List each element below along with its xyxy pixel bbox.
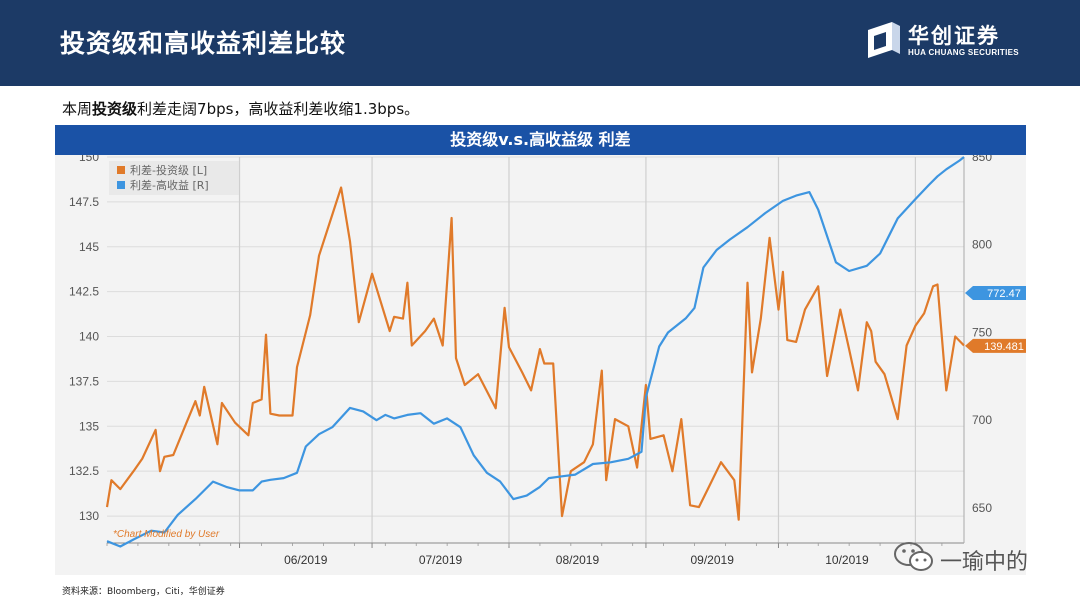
chart-title-banner: 投资级v.s.高收益级 利差 bbox=[55, 125, 1026, 155]
y-left-tick-label: 142.5 bbox=[69, 285, 99, 299]
y-right-tick-label: 700 bbox=[972, 413, 992, 427]
x-tick-label: 08/2019 bbox=[556, 553, 600, 567]
legend-label: 利差-投资级 [L] bbox=[130, 163, 207, 177]
spread-line-chart: 130 132.5 135 137.5 140 142.5 145 147.5 150 650 70… bbox=[69, 155, 1026, 567]
watermark-text: 一瑜中的 bbox=[940, 550, 1029, 575]
y-right-tick-label: 800 bbox=[972, 238, 992, 252]
company-logo: 华创证券 HUA CHUANG SECURITIES bbox=[866, 20, 1056, 64]
y-left-tick-label: 140 bbox=[79, 330, 99, 344]
y-left-tick-label: 145 bbox=[79, 240, 99, 254]
y-left-tick-label: 147.5 bbox=[69, 195, 99, 209]
x-tick-label: 09/2019 bbox=[691, 553, 735, 567]
legend-box bbox=[109, 161, 239, 195]
x-tick-label: 07/2019 bbox=[419, 553, 463, 567]
summary-bold: 投资级 bbox=[92, 100, 138, 118]
series-line-investment-grade bbox=[105, 186, 965, 521]
chart-title: 投资级v.s.高收益级 利差 bbox=[450, 130, 631, 149]
last-value-label: 139.481 bbox=[984, 341, 1024, 353]
summary-text: 本周投资级利差走阔7bps，高收益利差收缩1.3bps。 bbox=[62, 98, 419, 119]
wechat-icon bbox=[894, 542, 933, 571]
series-line-high-yield bbox=[106, 156, 965, 548]
y-right-tick-label: 650 bbox=[972, 501, 992, 515]
y-left-tick-label: 130 bbox=[79, 509, 99, 523]
y-right-tick-label: 750 bbox=[972, 325, 992, 339]
y-left-tick-label: 150 bbox=[79, 155, 99, 164]
last-value-badge bbox=[965, 286, 1026, 301]
y-left-tick-label: 135 bbox=[79, 419, 99, 433]
summary-pre: 本周 bbox=[62, 100, 93, 118]
plot-area bbox=[107, 157, 964, 543]
x-tick-label: 06/2019 bbox=[284, 553, 328, 567]
header-bar: 投资级和高收益利差比较 华创证券 HUA CHUANG SECURITIES bbox=[0, 0, 1080, 86]
y-left-tick-label: 137.5 bbox=[69, 374, 99, 388]
page-title: 投资级和高收益利差比较 bbox=[60, 29, 347, 58]
logo-text-en: HUA CHUANG SECURITIES bbox=[908, 48, 1019, 57]
legend-swatch bbox=[117, 166, 125, 174]
chart-annotation: *Chart Modified by User bbox=[113, 529, 220, 540]
chart-frame: 130 132.5 135 137.5 140 142.5 145 147.5 150 650 70… bbox=[55, 155, 1026, 575]
summary-post: 利差走阔7bps，高收益利差收缩1.3bps。 bbox=[137, 100, 420, 118]
logo-text-cn: 华创证券 bbox=[908, 24, 1000, 48]
legend-swatch bbox=[117, 181, 125, 189]
legend-label: 利差-高收益 [R] bbox=[130, 178, 209, 192]
x-tick-label: 10/2019 bbox=[825, 553, 869, 567]
last-value-label: 772.47 bbox=[987, 288, 1021, 300]
logo-mark-icon bbox=[868, 22, 900, 58]
source-note: 资料来源：Bloomberg，Citi，华创证券 bbox=[62, 587, 225, 597]
y-right-tick-label: 850 bbox=[972, 155, 992, 164]
y-left-tick-label: 132.5 bbox=[69, 464, 99, 478]
last-value-badge bbox=[965, 338, 1026, 353]
